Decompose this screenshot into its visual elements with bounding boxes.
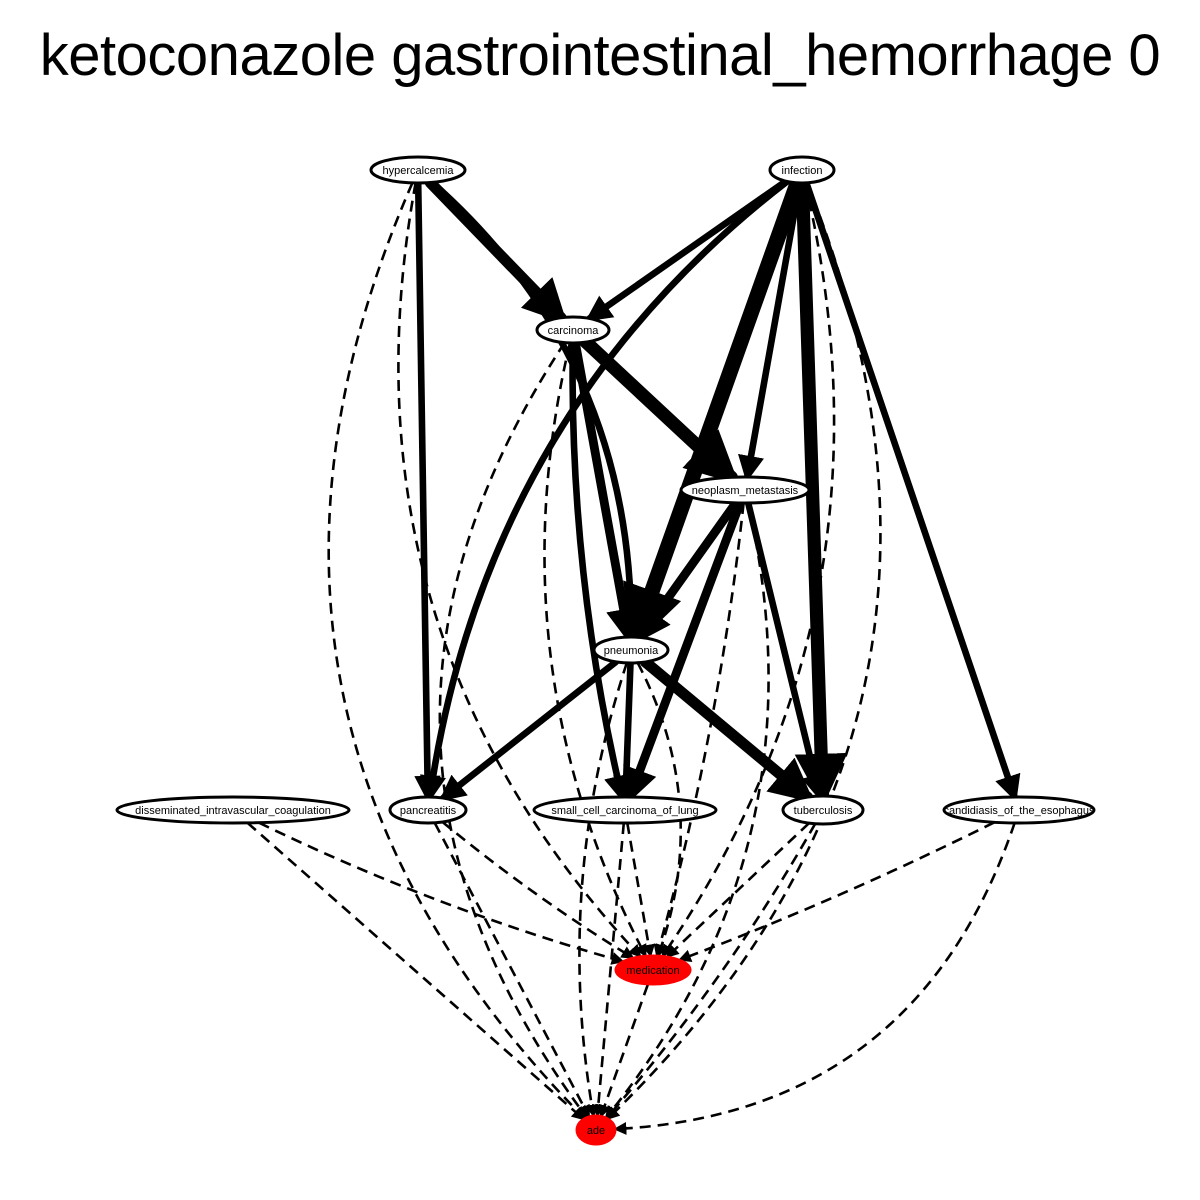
edge-pancreatitis-to-ade — [433, 822, 590, 1119]
edge-hypercalcemia-to-medication — [397, 182, 642, 958]
node-shape — [388, 795, 468, 825]
node-infection: infection — [768, 155, 836, 185]
edge-infection-to-tuberculosis — [794, 176, 848, 807]
edge-neoplasm-metastasis-to-ade — [604, 502, 770, 1120]
edge-tuberculosis-to-ade — [605, 823, 817, 1120]
node-carcinoma: carcinoma — [535, 315, 611, 345]
node-ade: ade — [575, 1114, 617, 1146]
edge-pneumonia-to-small-cell-carcinoma-of-lung — [613, 659, 640, 803]
node-label: pneumonia — [604, 645, 659, 657]
edge-pneumonia-to-pancreatitis — [438, 658, 620, 802]
edge-infection-to-ade — [606, 182, 882, 1121]
edge-small-cell-carcinoma-of-lung-to-medication — [626, 822, 656, 958]
node-shape — [592, 635, 670, 665]
node-neoplasm-metastasis: neoplasm_metastasis — [679, 475, 811, 505]
edge-carcinoma-to-ade — [438, 341, 588, 1119]
node-pneumonia: pneumonia — [592, 635, 670, 665]
edge-candidiasis-of-the-esophagus-to-medication — [677, 821, 995, 962]
node-shape — [369, 155, 467, 185]
node-pancreatitis: pancreatitis — [388, 795, 468, 825]
edge-tuberculosis-to-medication — [665, 822, 810, 958]
nodes-layer: hypercalcemia infection carcinoma neoplasm_… — [115, 155, 1096, 1146]
node-label: ade — [587, 1125, 605, 1137]
node-shape — [535, 315, 611, 345]
diagram-title: ketoconazole gastrointestinal_hemorrhage… — [39, 23, 1161, 88]
node-shape — [781, 794, 865, 826]
node-shape — [115, 795, 351, 825]
node-shape — [532, 795, 718, 825]
node-candidiasis-of-the-esophagus: candidiasis_of_the_esophagus — [942, 795, 1096, 825]
node-label: candidiasis_of_the_esophagus — [943, 805, 1095, 817]
edge-carcinoma-to-small-cell-carcinoma-of-lung — [569, 339, 630, 803]
edges-layer — [246, 175, 1021, 1135]
node-label: pancreatitis — [400, 805, 457, 817]
node-medication: medication — [614, 954, 692, 986]
node-shape — [679, 475, 811, 505]
node-tuberculosis: tuberculosis — [781, 794, 865, 826]
edge-infection-to-pancreatitis — [419, 178, 791, 803]
node-label: infection — [782, 165, 823, 177]
edge-carcinoma-to-medication — [543, 342, 647, 958]
edge-hypercalcemia-to-pancreatitis — [414, 179, 441, 803]
node-label: hypercalcemia — [383, 165, 455, 177]
edge-neoplasm-metastasis-to-pneumonia — [635, 498, 741, 644]
edge-carcinoma-to-pneumonia — [571, 338, 641, 644]
edge-hypercalcemia-to-ade — [327, 182, 586, 1120]
node-shape — [942, 795, 1096, 825]
edge-neoplasm-metastasis-to-medication — [653, 502, 745, 958]
edge-infection-to-pneumonia — [623, 175, 806, 649]
edge-pneumonia-to-tuberculosis — [639, 656, 815, 803]
node-label: carcinoma — [548, 325, 600, 337]
edge-disseminated-intravascular-coagulation-to-medication — [258, 821, 625, 965]
node-small-cell-carcinoma-of-lung: small_cell_carcinoma_of_lung — [532, 795, 718, 825]
node-label: neoplasm_metastasis — [692, 485, 799, 497]
node-label: medication — [626, 965, 679, 977]
node-shape — [575, 1114, 617, 1146]
edge-carcinoma-to-neoplasm-metastasis — [579, 335, 740, 485]
edge-pneumonia-to-ade — [578, 662, 629, 1118]
node-shape — [768, 155, 836, 185]
node-label: small_cell_carcinoma_of_lung — [551, 805, 698, 817]
edge-neoplasm-metastasis-to-small-cell-carcinoma-of-lung — [623, 498, 745, 804]
node-disseminated-intravascular-coagulation: disseminated_intravascular_coagulation — [115, 795, 351, 825]
edge-small-cell-carcinoma-of-lung-to-ade — [591, 822, 626, 1118]
edge-disseminated-intravascular-coagulation-to-ade — [246, 821, 585, 1121]
edge-pancreatitis-to-medication — [441, 820, 635, 959]
edge-hypercalcemia-to-pneumonia — [428, 179, 645, 643]
edge-infection-to-neoplasm-metastasis — [738, 179, 803, 483]
node-shape — [614, 954, 692, 986]
node-label: disseminated_intravascular_coagulation — [135, 805, 331, 817]
edge-infection-to-candidiasis-of-the-esophagus — [803, 179, 1021, 803]
edge-infection-to-medication — [661, 182, 836, 958]
edge-candidiasis-of-the-esophagus-to-ade — [613, 822, 1016, 1135]
node-hypercalcemia: hypercalcemia — [369, 155, 467, 185]
node-label: tuberculosis — [794, 805, 853, 817]
